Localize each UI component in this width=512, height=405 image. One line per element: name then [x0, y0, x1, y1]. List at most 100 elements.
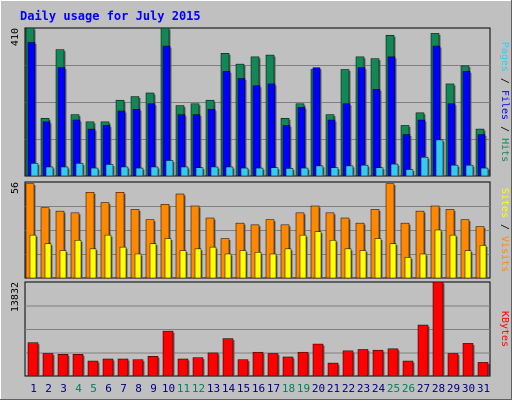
x-tick-label-day-3: 3	[60, 382, 67, 395]
bar-files-day-10	[162, 45, 171, 177]
x-tick-label-day-17: 17	[267, 382, 280, 395]
bar-sites-day-3	[59, 250, 67, 279]
panel-pages-files-hits: 410 Pages / Files / Hits	[10, 27, 510, 177]
bar-pages-day-22	[345, 165, 354, 177]
bar-files-day-15	[237, 78, 246, 177]
y-axis-max-label: 56	[10, 182, 21, 194]
bar-kbytes-day-1	[27, 342, 39, 377]
bar-kbytes-day-7	[117, 358, 129, 377]
bar-sites-day-6	[104, 234, 112, 279]
x-axis-labels: 1 2 3 4 5 6 7 8 9 10 11 12 13 14 15 16 17 18 19 20 21 22 23 24 2…	[30, 382, 490, 395]
bar-sites-day-28	[434, 229, 442, 279]
bar-kbytes-day-30	[462, 343, 474, 377]
bar-sites-day-10	[164, 238, 172, 279]
bar-pages-day-4	[75, 163, 84, 177]
bar-pages-day-29	[450, 164, 459, 177]
bar-pages-day-23	[360, 164, 369, 177]
bar-sites-day-17	[269, 253, 277, 279]
bar-sites-day-5	[89, 248, 97, 279]
bar-pages-day-11	[180, 166, 189, 177]
right-legend-label: Sites / Visits	[499, 188, 510, 272]
bar-kbytes-day-23	[357, 349, 369, 377]
bar-files-day-23	[357, 67, 366, 177]
bar-sites-day-12	[194, 248, 202, 279]
x-tick-label-day-4: 4	[75, 382, 82, 395]
bar-sites-day-15	[239, 250, 247, 279]
x-tick-label-day-8: 8	[135, 382, 142, 395]
bar-files-day-12	[192, 114, 201, 177]
legend-separator: /	[499, 218, 510, 236]
bar-files-day-13	[207, 108, 216, 177]
x-tick-label-day-18: 18	[282, 382, 295, 395]
bar-sites-day-9	[149, 243, 157, 279]
bar-pages-day-10	[165, 160, 174, 177]
bar-sites-day-25	[389, 243, 397, 279]
bar-sites-day-4	[74, 240, 82, 279]
bar-pages-day-7	[120, 166, 129, 177]
bar-pages-day-13	[210, 166, 219, 177]
bar-sites-day-24	[374, 238, 382, 279]
bar-pages-day-24	[375, 167, 384, 177]
bar-pages-day-5	[90, 167, 99, 177]
bar-kbytes-day-4	[72, 354, 84, 377]
bar-kbytes-day-14	[222, 338, 234, 377]
x-tick-label-day-13: 13	[207, 382, 220, 395]
bar-kbytes-day-24	[372, 349, 384, 377]
bar-sites-day-2	[44, 243, 52, 279]
x-tick-label-day-1: 1	[30, 382, 37, 395]
bar-sites-day-11	[179, 250, 187, 279]
x-tick-label-day-6: 6	[105, 382, 112, 395]
bar-pages-day-26	[405, 169, 414, 177]
x-tick-label-day-11: 11	[177, 382, 190, 395]
bar-pages-day-20	[315, 165, 324, 177]
x-tick-label-day-16: 16	[252, 382, 265, 395]
bar-files-day-7	[117, 110, 126, 177]
bar-kbytes-day-21	[327, 362, 339, 377]
bar-pages-day-15	[240, 167, 249, 177]
bar-pages-day-12	[195, 167, 204, 177]
legend-hits: Hits	[499, 138, 510, 162]
x-tick-label-day-21: 21	[327, 382, 340, 395]
bar-sites-day-23	[359, 250, 367, 279]
bar-files-day-20	[312, 67, 321, 177]
bar-pages-day-3	[60, 166, 69, 177]
chart-panels: 410 Pages / Files / Hits 56 Sites / Visits 1…	[10, 27, 510, 377]
panel-sites-visits: 56 Sites / Visits	[10, 181, 510, 279]
bar-kbytes-day-28	[432, 281, 444, 377]
bar-sites-day-31	[479, 245, 487, 279]
bar-kbytes-day-19	[297, 351, 309, 377]
bar-pages-day-18	[285, 168, 294, 177]
bar-pages-day-16	[255, 167, 264, 177]
series-pages	[30, 139, 490, 177]
bar-sites-day-29	[449, 234, 457, 279]
legend-separator: /	[499, 120, 510, 138]
bar-kbytes-day-15	[237, 359, 249, 377]
bar-pages-day-9	[150, 166, 159, 177]
bar-sites-day-26	[404, 257, 412, 279]
bar-pages-day-28	[435, 139, 444, 177]
bar-kbytes-day-18	[282, 356, 294, 377]
bar-sites-day-20	[314, 231, 322, 279]
bar-files-day-19	[297, 107, 306, 177]
bar-files-day-9	[147, 103, 156, 177]
bar-kbytes-day-20	[312, 343, 324, 377]
x-tick-label-day-7: 7	[120, 382, 127, 395]
bar-kbytes-day-13	[207, 352, 219, 377]
bar-kbytes-day-22	[342, 350, 354, 377]
bar-kbytes-day-12	[192, 357, 204, 377]
bar-sites-day-30	[464, 250, 472, 279]
bar-pages-day-25	[390, 163, 399, 177]
bar-kbytes-day-29	[447, 353, 459, 377]
x-tick-label-day-14: 14	[222, 382, 236, 395]
bar-kbytes-day-3	[57, 354, 69, 377]
bar-pages-day-1	[30, 163, 39, 177]
bar-kbytes-day-2	[42, 353, 54, 377]
bar-sites-day-1	[29, 234, 37, 279]
bar-kbytes-day-11	[177, 358, 189, 377]
bar-pages-day-30	[465, 164, 474, 177]
bar-files-day-3	[57, 67, 66, 177]
bar-pages-day-2	[45, 166, 54, 177]
bar-sites-day-21	[329, 240, 337, 279]
